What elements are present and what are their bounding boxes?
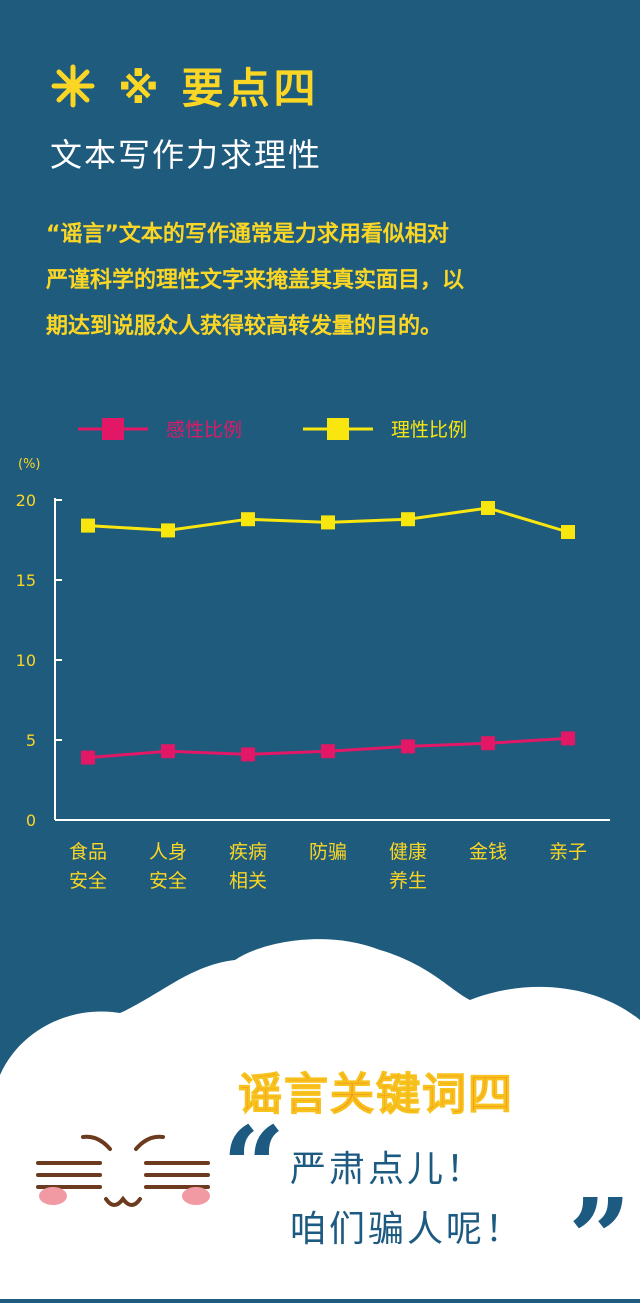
data-point — [241, 747, 255, 762]
x-tick-label-line: 食品 — [69, 841, 107, 863]
legend-label: 理性比例 — [391, 419, 467, 441]
y-tick-label: 15 — [16, 571, 36, 590]
y-tick-label: 0 — [26, 811, 36, 830]
data-point — [481, 501, 495, 515]
y-axis-unit: (%) — [18, 457, 41, 472]
data-point — [241, 512, 255, 527]
x-tick-label-line: 疾病 — [229, 841, 267, 863]
y-tick-label: 10 — [16, 651, 36, 670]
x-tick-label: 亲子 — [549, 841, 587, 863]
asterisk-icon — [51, 64, 95, 107]
description-line: 期达到说服众人获得较高转发量的目的。 — [46, 314, 443, 339]
description-line: 严谨科学的理性文字来掩盖其真实面目，以 — [46, 268, 465, 293]
description-paragraph: “谣言”文本的写作通常是力求用看似相对 严谨科学的理性文字来掩盖其真实面目，以 … — [46, 212, 606, 350]
line-chart: 感性比例 理性比例(%)05101520食品安全人身安全疾病相关防骗 健康养生金钱亲… — [16, 418, 610, 892]
data-point — [321, 515, 335, 530]
data-point — [81, 518, 95, 533]
page-title: ※ 要点四 — [118, 64, 320, 113]
slogan-line: 咱们骗人呢！ — [290, 1209, 525, 1250]
quote-open: “ — [222, 1102, 286, 1231]
x-tick-label: 金钱 — [469, 841, 507, 863]
x-tick-label-line: 金钱 — [469, 841, 507, 863]
x-tick-label-line: 安全 — [69, 870, 107, 892]
slogan: 严肃点儿！ 咱们骗人呢！ — [290, 1140, 524, 1260]
legend-marker — [102, 418, 124, 440]
data-point — [561, 525, 575, 539]
x-tick-label-line: 人身 — [149, 841, 187, 863]
data-point — [401, 739, 415, 754]
x-tick-label-line: 养生 — [389, 870, 427, 892]
heading-row: ※ 要点四 — [50, 55, 319, 116]
x-tick-label-line: 防骗 — [309, 841, 347, 863]
x-tick-label-line: 健康 — [389, 841, 427, 863]
cloud-background — [0, 939, 640, 1299]
legend-label: 感性比例 — [166, 419, 242, 441]
description-line: “谣言”文本的写作通常是力求用看似相对 — [46, 222, 449, 247]
slogan-line: 严肃点儿！ — [290, 1149, 486, 1190]
legend-marker — [327, 418, 349, 440]
y-tick-label: 20 — [16, 491, 36, 510]
page-subtitle: 文本写作力求理性 — [50, 136, 323, 174]
keyword-title: 谣言关键词四 — [238, 1069, 514, 1121]
x-tick-label-line: 亲子 — [549, 841, 587, 863]
data-point — [81, 750, 95, 765]
x-tick-label: 食品安全 — [69, 841, 107, 892]
x-tick-label: 防骗 — [309, 841, 347, 863]
x-tick-label-line: 安全 — [149, 870, 187, 892]
x-tick-label: 人身安全 — [149, 841, 187, 892]
data-point — [161, 744, 175, 759]
data-point — [481, 736, 495, 751]
data-point — [561, 731, 575, 746]
face-icon — [36, 1134, 210, 1207]
quote-close: ” — [568, 1174, 632, 1303]
y-tick-label: 5 — [26, 731, 36, 750]
data-point — [161, 523, 175, 538]
data-point — [321, 744, 335, 759]
x-tick-label: 健康养生 — [389, 841, 427, 892]
data-point — [401, 512, 415, 527]
x-tick-label: 疾病相关 — [229, 841, 267, 892]
x-tick-label-line: 相关 — [229, 870, 267, 892]
